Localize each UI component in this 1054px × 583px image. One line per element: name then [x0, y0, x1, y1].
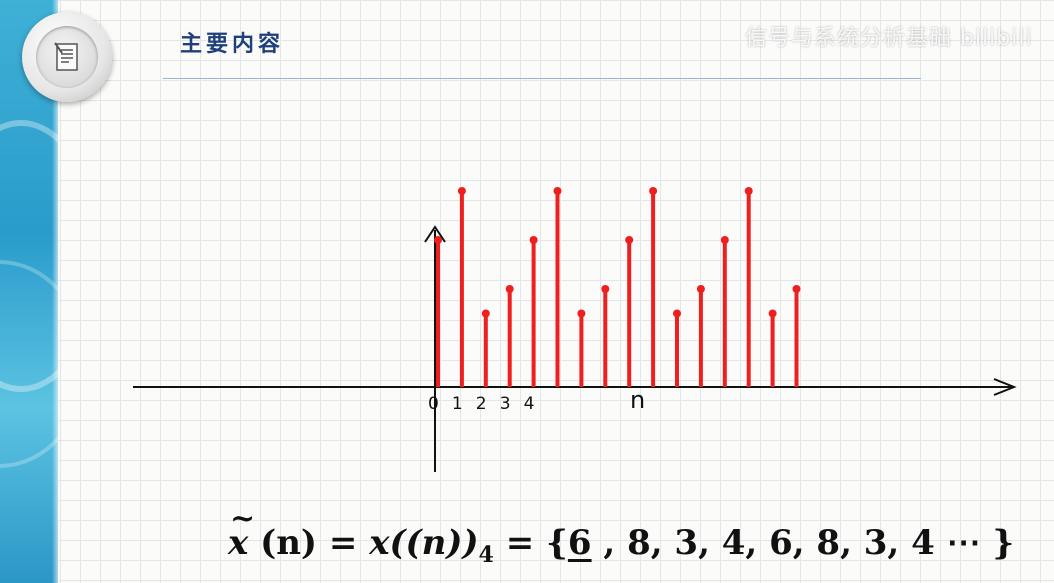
stem-marker — [720, 236, 729, 244]
x-tick-label: 3 — [500, 394, 511, 414]
stem-marker — [696, 285, 705, 293]
sequence-rest: , 8, 3, 4, 6, 8, 3, 4 ⋯ — [591, 523, 993, 563]
stem-marker — [601, 285, 610, 293]
stem-12 — [720, 236, 729, 387]
sequence-close-brace: } — [992, 523, 1015, 563]
formula-lhs-arg: (n) — [260, 523, 318, 563]
stem-3 — [505, 285, 514, 387]
stem-13 — [744, 187, 753, 387]
stem-10 — [673, 309, 681, 387]
formula: x (n) = x((n))4 = {6 , 8, 3, 4, 6, 8, 3,… — [228, 501, 1015, 568]
x-tick-label: 2 — [476, 394, 487, 414]
x-tick-label: 4 — [524, 394, 535, 414]
watermark: 信号与系统分析基础 bilibili — [745, 26, 1033, 51]
stem-marker — [744, 187, 753, 195]
section-badge — [22, 12, 112, 102]
stem-4 — [529, 236, 538, 387]
title-divider — [163, 78, 921, 79]
stem-marker — [768, 309, 777, 318]
formula-rhs: x((n)) — [369, 523, 479, 563]
stem-9 — [649, 187, 658, 387]
stem-marker — [434, 236, 442, 244]
stem-11 — [696, 285, 705, 387]
stem-6 — [577, 309, 586, 387]
stem-8 — [625, 236, 634, 387]
sequence-first-value: 6 — [567, 523, 592, 563]
stem-marker — [625, 236, 634, 244]
sequence-open-brace: { — [546, 523, 568, 563]
stem-7 — [601, 285, 610, 387]
stem-0 — [434, 236, 442, 387]
stem-marker — [673, 309, 681, 318]
stem-marker — [577, 309, 586, 318]
x-tick-label: 1 — [452, 394, 463, 414]
x-axis-arrow — [993, 378, 1017, 396]
y-axis-arrow — [424, 225, 446, 243]
formula-equals: = — [505, 523, 547, 563]
stem-marker — [553, 187, 562, 195]
formula-lhs: x — [228, 501, 256, 563]
formula-equals: = — [328, 523, 370, 563]
stem-14 — [768, 309, 777, 387]
page-title: 主要内容 — [180, 32, 285, 57]
formula-subscript: 4 — [478, 541, 494, 568]
x-tick-label: 0 — [428, 394, 439, 414]
stem-marker — [457, 187, 466, 195]
stem-marker — [505, 285, 514, 293]
stem-marker — [481, 309, 490, 318]
document-icon — [54, 42, 78, 71]
stem-marker — [649, 187, 658, 195]
band-shade — [52, 0, 58, 583]
stem-15 — [792, 285, 801, 387]
stem-marker — [792, 285, 801, 293]
stem-5 — [553, 187, 562, 387]
stem-2 — [481, 309, 490, 387]
badge-inner — [36, 26, 98, 88]
x-axis-label: n — [630, 386, 645, 414]
stem-1 — [457, 187, 466, 387]
stem-marker — [529, 236, 538, 244]
